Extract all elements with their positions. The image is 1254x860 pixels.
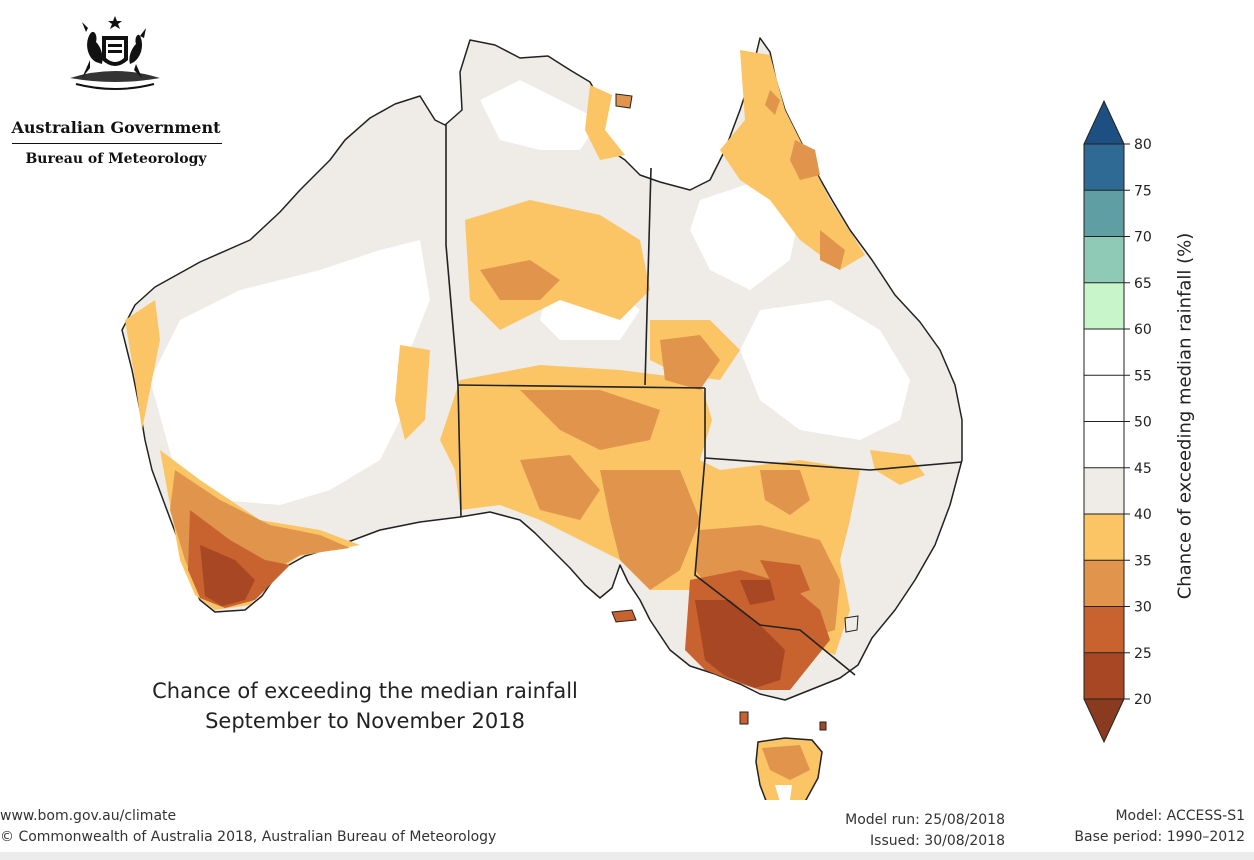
australia-rainfall-map: [121, 37, 963, 800]
footer-model-dates: Model run: 25/08/2018 Issued: 30/08/2018: [800, 810, 1005, 852]
australian-government-logo: Australian Government Bureau of Meteorol…: [8, 14, 224, 167]
colorbar-tick-label: 80: [1134, 137, 1152, 153]
colorbar-bin-55-60: [1084, 329, 1124, 376]
colorbar-bin-45-50: [1084, 421, 1124, 468]
footer-model-info: Model: ACCESS-S1 Base period: 1990–2012: [1035, 806, 1245, 848]
rainfall-colorbar: 80 75 70 65 60 55 50 45 40 35 30 25 20: [1083, 99, 1152, 744]
base-period: Base period: 1990–2012: [1074, 829, 1245, 845]
bureau-name: Bureau of Meteorology: [25, 151, 207, 167]
bottom-strip: [0, 852, 1254, 860]
colorbar-tick-label: 70: [1134, 230, 1152, 246]
islands: [611, 93, 859, 731]
colorbar-tick-label: 35: [1134, 553, 1152, 569]
colorbar-bin-20-25: [1084, 652, 1124, 699]
colorbar-tick-label: 25: [1134, 646, 1152, 662]
colorbar-bin-40-45: [1084, 467, 1124, 514]
colorbar-tick-label: 60: [1134, 322, 1152, 338]
map-title-line-1: Chance of exceeding the median rainfall: [152, 679, 578, 703]
colorbar-tick-label: 30: [1134, 600, 1152, 616]
model-run-date: Model run: 25/08/2018: [845, 812, 1005, 828]
tasmania: [755, 737, 823, 800]
state-borders: [445, 124, 963, 676]
colorbar-bin-50-55: [1084, 375, 1124, 422]
colorbar-bin-65-70: [1084, 236, 1124, 283]
colorbar-tick-label: 40: [1134, 507, 1152, 523]
issued-date: Issued: 30/08/2018: [870, 833, 1005, 849]
colorbar-tick-label: 75: [1134, 183, 1152, 199]
map-title-line-2: September to November 2018: [205, 709, 525, 733]
logo-divider: [12, 143, 222, 144]
colorbar-below-arrow: [1083, 698, 1125, 744]
colorbar-bin-60-65: [1084, 282, 1124, 329]
colorbar-bin-70-75: [1084, 190, 1124, 237]
colorbar-tick-label: 45: [1134, 461, 1152, 477]
model-name: Model: ACCESS-S1: [1115, 808, 1245, 824]
footer-left: www.bom.gov.au/climate © Commonwealth of…: [0, 806, 496, 848]
government-name: Australian Government: [11, 118, 221, 137]
colorbar-label-text: Chance of exceeding median rainfall (%): [1174, 232, 1196, 600]
colorbar-bin-25-30: [1084, 606, 1124, 653]
colorbar-bin-35-40: [1084, 514, 1124, 561]
colorbar-tick-label: 55: [1134, 368, 1152, 384]
colorbar-tick-label: 50: [1134, 415, 1152, 431]
mainland-australia: [121, 37, 963, 701]
colorbar-tick-label: 20: [1134, 692, 1152, 708]
colorbar-above-arrow: [1083, 99, 1125, 145]
copyright-notice: © Commonwealth of Australia 2018, Austra…: [0, 829, 497, 845]
bom-url[interactable]: www.bom.gov.au/climate: [0, 808, 177, 824]
colorbar-bin-30-35: [1084, 560, 1124, 607]
colorbar-label: Chance of exceeding median rainfall (%): [1165, 186, 1205, 646]
colorbar-bin-75-80: [1084, 144, 1124, 191]
coat-of-arms-icon: [70, 16, 160, 90]
colorbar-tick-label: 65: [1134, 276, 1152, 292]
